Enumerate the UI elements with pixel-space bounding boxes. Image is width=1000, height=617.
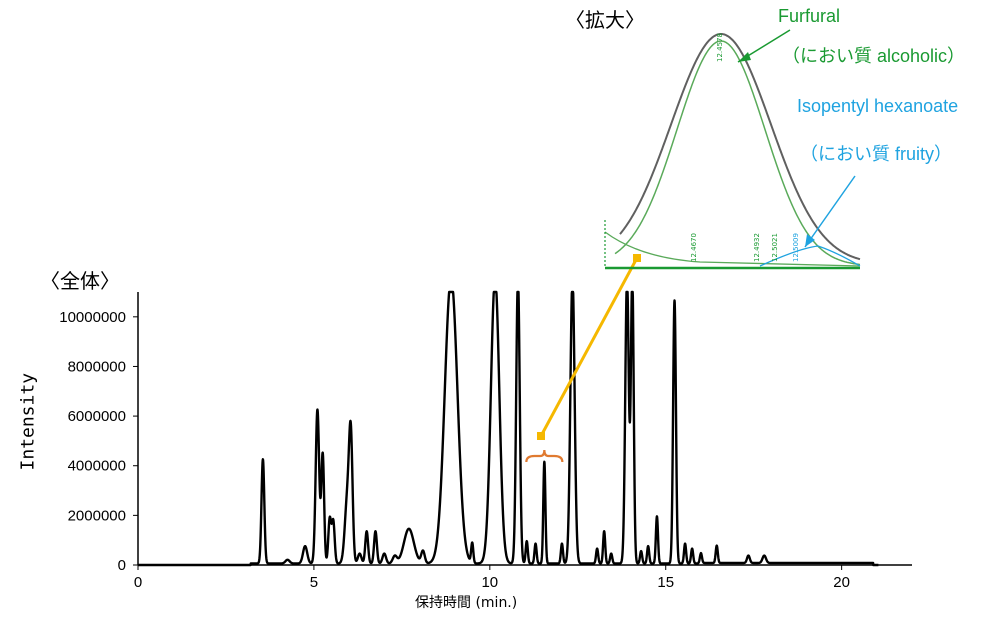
peak-rt-annotation: 12.4932	[753, 233, 761, 262]
x-tick-label: 0	[134, 574, 142, 591]
zoom-furfural-trace	[614, 40, 861, 266]
overall-view-label: 〈全体〉	[40, 269, 120, 293]
zoom-total-trace	[619, 33, 861, 261]
zoom-connector-line	[539, 257, 639, 437]
zoom-region-bracket	[525, 449, 564, 463]
x-tick-label: 20	[833, 574, 850, 591]
y-tick-label: 6000000	[68, 408, 126, 425]
x-tick-label: 10	[481, 574, 498, 591]
isopentyl-hexanoate-label: Isopentyl hexanoate	[797, 96, 959, 116]
x-tick-label: 15	[657, 574, 674, 591]
y-tick-label: 10000000	[59, 309, 126, 326]
zoom-connector-start	[537, 432, 545, 440]
peak-rt-annotation: 12.4670	[690, 233, 698, 262]
y-tick-label: 2000000	[68, 507, 126, 524]
x-axis-label: 保持時間 (min.)	[415, 595, 518, 611]
x-tick-label: 5	[310, 574, 318, 591]
y-tick-label: 4000000	[68, 458, 126, 475]
peak-rt-annotation: 12.5021	[771, 233, 779, 262]
zoom-view-label: 〈拡大〉	[565, 8, 645, 32]
furfural-rt-annotation: 12.4578	[716, 33, 724, 62]
isopentyl-callout-arrow	[804, 175, 856, 248]
isopentyl-odor-label: （におい質 fruity）	[800, 144, 953, 164]
zoom-minor-trace	[604, 231, 861, 267]
y-tick-label: 0	[118, 557, 126, 574]
y-tick-label: 8000000	[68, 358, 126, 375]
furfural-arrowhead-icon	[738, 52, 751, 62]
isopentyl-arrowhead-icon	[805, 234, 815, 247]
chromatogram-trace	[136, 290, 880, 567]
furfural-label: Furfural	[778, 6, 841, 26]
furfural-odor-label: （におい質 alcoholic）	[782, 46, 966, 66]
zoom-isopentyl-trace	[759, 245, 861, 267]
zoom-connector-end	[633, 254, 641, 262]
isopentyl-rt-annotation: 12.5009	[792, 233, 800, 262]
